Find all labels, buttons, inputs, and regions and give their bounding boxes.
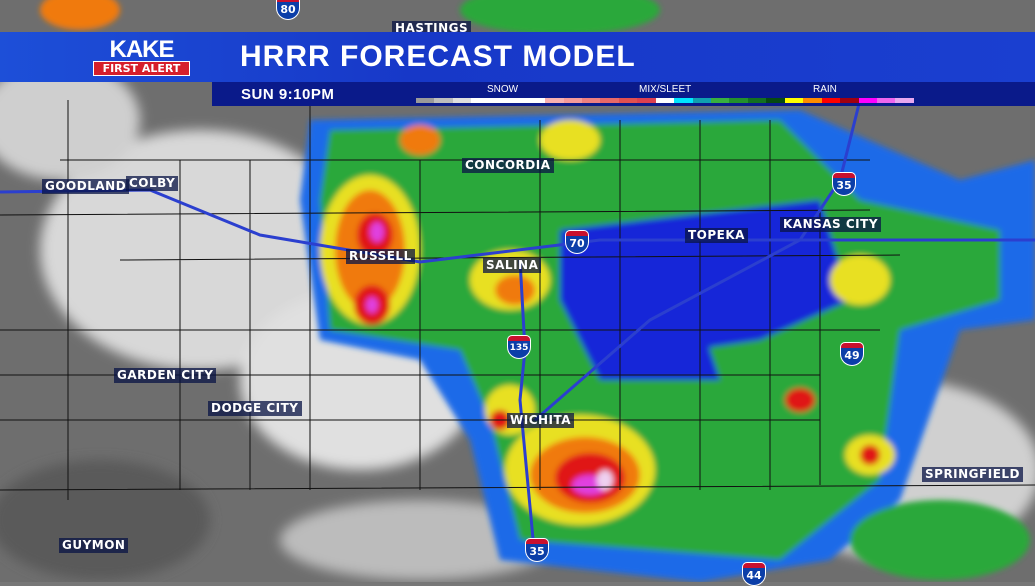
legend-swatch (803, 98, 822, 103)
forecast-time: SUN 9:10PM (241, 86, 335, 103)
legend-swatch (600, 98, 619, 103)
legend-swatch (711, 98, 730, 103)
legend-swatch (895, 98, 914, 103)
interstate-44-shield: 44 (742, 562, 766, 586)
city-label-concordia: CONCORDIA (462, 158, 554, 173)
legend-swatch (563, 98, 582, 103)
legend-swatch (840, 98, 859, 103)
city-label-kansas-city: KANSAS CITY (780, 217, 882, 232)
legend-swatch (766, 98, 785, 103)
legend-swatch (729, 98, 748, 103)
legend-label-rain: RAIN (813, 84, 837, 95)
legend-label-mix-sleet: MIX/SLEET (639, 84, 692, 95)
page-title: HRRR FORECAST MODEL (240, 40, 636, 73)
legend-swatch (674, 98, 693, 103)
legend-swatch (526, 98, 546, 103)
legend-swatch (692, 98, 711, 103)
city-label-russell: RUSSELL (346, 249, 415, 264)
city-label-wichita: WICHITA (507, 413, 575, 428)
legend-swatch (508, 98, 527, 103)
interstate-80-shield: 80 (276, 0, 300, 20)
legend-swatch (747, 98, 767, 103)
interstate-49-shield: 49 (840, 342, 864, 366)
city-label-goodland: GOODLAND (42, 179, 130, 194)
legend-swatch (452, 98, 472, 103)
legend-swatch (581, 98, 601, 103)
city-label-salina: SALINA (483, 258, 542, 273)
precip-legend-bar (416, 98, 914, 103)
interstate-135-route (518, 259, 537, 561)
legend-swatch (784, 98, 804, 103)
city-label-guymon: GUYMON (59, 538, 129, 553)
city-label-dodge-city: DODGE CITY (208, 401, 302, 416)
legend-swatch (416, 98, 435, 103)
city-label-topeka: TOPEKA (685, 228, 748, 243)
city-label-garden-city: GARDEN CITY (114, 368, 217, 383)
legend-swatch (618, 98, 638, 103)
legend-swatch (637, 98, 656, 103)
interstate-35-route (534, 99, 862, 422)
legend-swatch (821, 98, 841, 103)
legend-swatch (489, 98, 509, 103)
legend-swatch (858, 98, 877, 103)
interstate-70-shield: 70 (565, 230, 589, 254)
legend-swatch (434, 98, 453, 103)
city-label-colby: COLBY (126, 176, 179, 191)
interstate-35-shield: 35 (525, 538, 549, 562)
interstate-35-shield-north: 35 (832, 172, 856, 196)
kake-first-alert-logo: KAKE FIRST ALERT (93, 38, 190, 76)
interstate-135-shield: 135 (507, 335, 531, 359)
city-label-springfield: SPRINGFIELD (922, 467, 1024, 482)
legend-swatch (655, 98, 675, 103)
legend-swatch (471, 98, 490, 103)
legend-swatch (545, 98, 564, 103)
legend-label-snow: SNOW (487, 84, 519, 95)
legend-swatch (876, 98, 896, 103)
